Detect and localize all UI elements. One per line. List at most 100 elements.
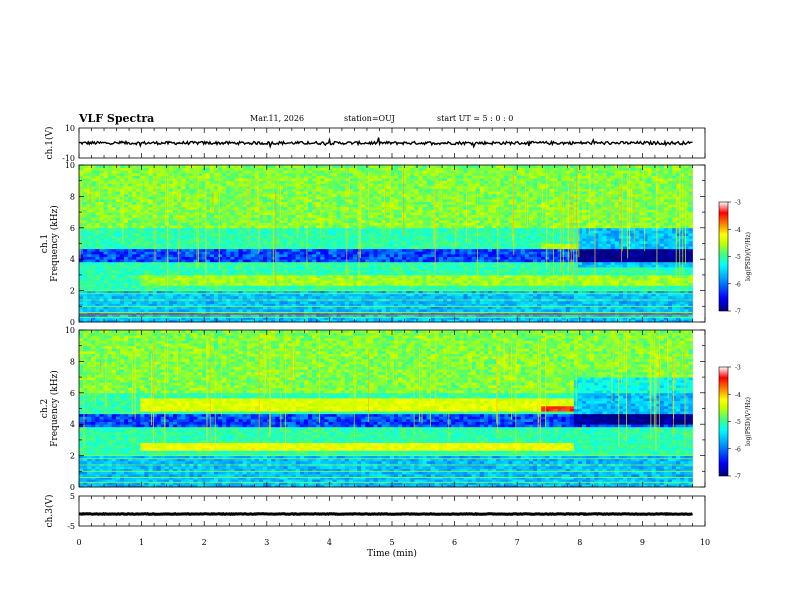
spectrogram-cell xyxy=(222,253,227,257)
spectrogram-cell xyxy=(385,212,391,216)
spectrogram-cell xyxy=(209,256,215,260)
spectrogram-cell xyxy=(193,269,199,273)
spectrogram-cell xyxy=(209,227,215,231)
spectrogram-cell xyxy=(348,188,354,192)
spectrogram-cell xyxy=(267,256,272,260)
spectrogram-cell xyxy=(353,238,358,242)
spectrogram-cell xyxy=(168,217,174,221)
spectrogram-cell xyxy=(128,295,133,299)
spectrogram-cell xyxy=(250,222,256,226)
spectrogram-cell xyxy=(79,230,84,234)
spectrogram-cell xyxy=(381,290,387,294)
spectrogram-cell xyxy=(303,180,309,184)
spectrogram-cell xyxy=(389,201,395,205)
spectrogram-cell xyxy=(283,175,288,179)
spectrogram-cell xyxy=(242,290,248,294)
spectrogram-cell xyxy=(308,272,313,276)
spectrogram-cell xyxy=(361,290,366,294)
spectrogram-cell xyxy=(348,219,354,223)
spectrogram-cell xyxy=(385,256,391,260)
spectrogram-cell xyxy=(320,253,325,257)
spectrogram-cell xyxy=(238,227,243,231)
spectrogram-cell xyxy=(83,227,88,231)
spectrogram-cell xyxy=(205,285,211,289)
spectrogram-cell xyxy=(377,206,383,210)
spectrogram-cell xyxy=(99,175,104,179)
spectrogram-cell xyxy=(242,293,248,297)
spectrogram-cell xyxy=(99,199,104,203)
spectrogram-cell xyxy=(316,183,321,187)
spectrogram-cell xyxy=(279,295,284,299)
spectrogram-cell xyxy=(238,185,243,189)
spectrogram-cell xyxy=(164,204,170,208)
spectrogram-cell xyxy=(115,165,121,169)
spectrogram-cell xyxy=(234,175,239,179)
spectrogram-cell xyxy=(209,308,215,312)
spectrogram-cell xyxy=(95,246,100,250)
spectrogram-cell xyxy=(357,280,362,284)
spectrogram-cell xyxy=(246,165,252,169)
spectrogram-cell xyxy=(295,301,301,305)
spectrogram-cell xyxy=(381,308,387,312)
spectrogram-cell xyxy=(156,285,162,289)
spectrogram-cell xyxy=(271,287,276,291)
spectrogram-cell xyxy=(254,201,260,205)
spectrogram-cell xyxy=(357,308,362,312)
spectrogram-cell xyxy=(263,253,268,257)
spectrogram-cell xyxy=(353,308,358,312)
spectrogram-cell xyxy=(230,230,235,234)
spectrogram-cell xyxy=(365,316,370,320)
spectrogram-cell xyxy=(369,235,374,239)
spectrogram-cell xyxy=(283,316,288,320)
spectrogram-cell xyxy=(328,306,333,310)
spectrogram-cell xyxy=(148,274,154,278)
spectrogram-cell xyxy=(398,196,403,200)
spectrogram-cell xyxy=(402,264,407,268)
spectrogram-cell xyxy=(336,311,342,315)
spectrogram-cell xyxy=(79,293,84,297)
spectrogram-cell xyxy=(263,204,268,208)
spectrogram-cell xyxy=(238,193,243,197)
spectrogram-cell xyxy=(332,204,338,208)
spectrogram-cell xyxy=(254,199,260,203)
spectrogram-cell xyxy=(381,196,387,200)
spectrogram-cell xyxy=(381,277,387,281)
spectrogram-cell xyxy=(287,227,293,231)
spectrogram-cell xyxy=(181,196,186,200)
spectrogram-cell xyxy=(160,246,166,250)
spectrogram-cell xyxy=(348,199,354,203)
spectrogram-cell xyxy=(393,165,399,169)
spectrogram-cell xyxy=(250,188,256,192)
spectrogram-cell xyxy=(357,311,362,315)
spectrogram-cell xyxy=(299,303,305,307)
spectrogram-cell xyxy=(373,206,378,210)
spectrogram-cell xyxy=(234,295,239,299)
spectrogram-cell xyxy=(197,230,203,234)
spectrogram-cell xyxy=(381,235,387,239)
spectrogram-cell xyxy=(398,285,403,289)
spectrogram-cell xyxy=(320,306,325,310)
spectrogram-cell xyxy=(152,277,158,281)
spectrogram-cell xyxy=(152,301,158,305)
spectrogram-cell xyxy=(250,191,256,195)
spectrogram-cell xyxy=(238,209,243,213)
spectrogram-cell xyxy=(369,259,374,263)
spectrogram-cell xyxy=(365,290,370,294)
spectrogram-cell xyxy=(398,188,403,192)
spectrogram-cell xyxy=(144,264,149,268)
spectrogram-cell xyxy=(373,227,378,231)
spectrogram-cell xyxy=(402,301,407,305)
spectrogram-cell xyxy=(406,172,411,176)
spectrogram-cell xyxy=(189,287,194,291)
spectrogram-cell xyxy=(168,191,174,195)
spectrogram-cell xyxy=(95,219,100,223)
spectrogram-cell xyxy=(393,233,399,237)
spectrogram-cell xyxy=(242,178,248,182)
spectrogram-cell xyxy=(173,277,178,281)
spectrogram-cell xyxy=(381,225,387,229)
spectrogram-cell xyxy=(320,178,325,182)
spectrogram-cell xyxy=(291,301,297,305)
spectrogram-cell xyxy=(283,206,288,210)
spectrogram-cell xyxy=(369,172,374,176)
spectrogram-cell xyxy=(177,287,182,291)
